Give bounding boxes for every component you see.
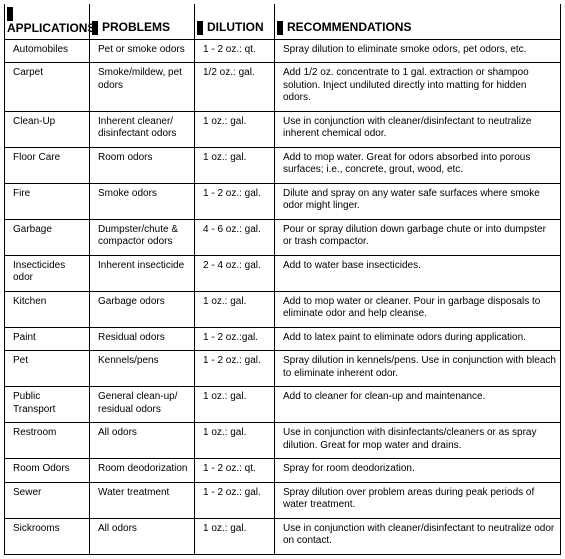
table-row: RestroomAll odors1 oz.: gal.Use in conju… xyxy=(5,423,561,459)
table-row: GarbageDumpster/chute & compactor odors4… xyxy=(5,219,561,255)
cell-rec: Use in conjunction with cleaner/disinfec… xyxy=(275,518,561,554)
cell-rec: Add to water base insecticides. xyxy=(275,255,561,291)
cell-prob: All odors xyxy=(90,518,195,554)
cell-prob: Pet or smoke odors xyxy=(90,39,195,63)
table-row: SewerWater treatment1 - 2 oz.: gal.Spray… xyxy=(5,482,561,518)
cell-dil: 1 - 2 oz.: qt. xyxy=(195,459,275,483)
cell-app: Sewer xyxy=(5,482,90,518)
cell-app: Room Odors xyxy=(5,459,90,483)
cell-prob: Smoke odors xyxy=(90,183,195,219)
cell-rec: Add to cleaner for clean-up and maintena… xyxy=(275,387,561,423)
cell-app: Floor Care xyxy=(5,147,90,183)
cell-dil: 1 - 2 oz.:gal. xyxy=(195,327,275,351)
cell-dil: 1/2 oz.: gal. xyxy=(195,63,275,112)
cell-app: Sickrooms xyxy=(5,518,90,554)
cell-app: Insecticides odor xyxy=(5,255,90,291)
cell-prob: Room deodorization xyxy=(90,459,195,483)
cell-rec: Pour or spray dilution down garbage chut… xyxy=(275,219,561,255)
cell-rec: Add to mop water or cleaner. Pour in gar… xyxy=(275,291,561,327)
header-bar-icon xyxy=(7,7,13,21)
cell-prob: Room odors xyxy=(90,147,195,183)
table-row: Insecticides odorInherent insecticide2 -… xyxy=(5,255,561,291)
cell-dil: 1 - 2 oz.: gal. xyxy=(195,351,275,387)
cell-rec: Spray dilution over problem areas during… xyxy=(275,482,561,518)
cell-app: Clean-Up xyxy=(5,111,90,147)
cell-rec: Use in conjunction with cleaner/disinfec… xyxy=(275,111,561,147)
table-row: KitchenGarbage odors1 oz.: gal.Add to mo… xyxy=(5,291,561,327)
header-label: DILUTION xyxy=(207,20,264,34)
cell-prob: Inherent cleaner/ disinfectant odors xyxy=(90,111,195,147)
cell-dil: 1 oz.: gal. xyxy=(195,147,275,183)
table-row: PaintResidual odors1 - 2 oz.:gal.Add to … xyxy=(5,327,561,351)
cell-app: Pet xyxy=(5,351,90,387)
cell-prob: General clean-up/ residual odors xyxy=(90,387,195,423)
table-row: AutomobilesPet or smoke odors1 - 2 oz.: … xyxy=(5,39,561,63)
table-body: AutomobilesPet or smoke odors1 - 2 oz.: … xyxy=(5,39,561,554)
header-label: RECOMMENDATIONS xyxy=(287,20,411,34)
cell-app: Fire xyxy=(5,183,90,219)
cell-dil: 1 oz.: gal. xyxy=(195,518,275,554)
table-row: SickroomsAll odors1 oz.: gal.Use in conj… xyxy=(5,518,561,554)
cell-prob: Water treatment xyxy=(90,482,195,518)
cell-dil: 2 - 4 oz.: gal. xyxy=(195,255,275,291)
cell-rec: Spray dilution to eliminate smoke odors,… xyxy=(275,39,561,63)
header-dilution: DILUTION xyxy=(195,4,275,39)
cell-rec: Dilute and spray on any water safe surfa… xyxy=(275,183,561,219)
table-row: CarpetSmoke/mildew, pet odors1/2 oz.: ga… xyxy=(5,63,561,112)
cell-dil: 1 oz.: gal. xyxy=(195,111,275,147)
table-row: Public TransportGeneral clean-up/ residu… xyxy=(5,387,561,423)
cell-dil: 1 - 2 oz.: qt. xyxy=(195,39,275,63)
header-problems: PROBLEMS xyxy=(90,4,195,39)
cell-rec: Spray dilution in kennels/pens. Use in c… xyxy=(275,351,561,387)
cell-rec: Add to latex paint to eliminate odors du… xyxy=(275,327,561,351)
cell-prob: Inherent insecticide xyxy=(90,255,195,291)
cell-app: Carpet xyxy=(5,63,90,112)
cell-dil: 1 oz.: gal. xyxy=(195,387,275,423)
header-bar-icon xyxy=(277,21,283,35)
dilution-table: APPLICATIONS PROBLEMS DILUTION RECOMMEND… xyxy=(4,4,561,555)
cell-dil: 1 oz.: gal. xyxy=(195,291,275,327)
cell-rec: Use in conjunction with disinfectants/cl… xyxy=(275,423,561,459)
table-row: FireSmoke odors1 - 2 oz.: gal.Dilute and… xyxy=(5,183,561,219)
header-applications: APPLICATIONS xyxy=(5,4,90,39)
cell-app: Restroom xyxy=(5,423,90,459)
table-header: APPLICATIONS PROBLEMS DILUTION RECOMMEND… xyxy=(5,4,561,39)
cell-app: Kitchen xyxy=(5,291,90,327)
table-row: PetKennels/pens1 - 2 oz.: gal.Spray dilu… xyxy=(5,351,561,387)
cell-dil: 4 - 6 oz.: gal. xyxy=(195,219,275,255)
cell-app: Paint xyxy=(5,327,90,351)
table-row: Clean-UpInherent cleaner/ disinfectant o… xyxy=(5,111,561,147)
cell-prob: Residual odors xyxy=(90,327,195,351)
cell-rec: Spray for room deodorization. xyxy=(275,459,561,483)
cell-dil: 1 - 2 oz.: gal. xyxy=(195,482,275,518)
cell-prob: Kennels/pens xyxy=(90,351,195,387)
cell-prob: Garbage odors xyxy=(90,291,195,327)
cell-dil: 1 oz.: gal. xyxy=(195,423,275,459)
table-row: Room OdorsRoom deodorization1 - 2 oz.: q… xyxy=(5,459,561,483)
cell-prob: All odors xyxy=(90,423,195,459)
header-bar-icon xyxy=(92,21,98,35)
cell-rec: Add to mop water. Great for odors absorb… xyxy=(275,147,561,183)
cell-app: Automobiles xyxy=(5,39,90,63)
cell-app: Public Transport xyxy=(5,387,90,423)
cell-dil: 1 - 2 oz.: gal. xyxy=(195,183,275,219)
header-recommendations: RECOMMENDATIONS xyxy=(275,4,561,39)
header-label: PROBLEMS xyxy=(102,20,170,34)
header-bar-icon xyxy=(197,21,203,35)
header-label: APPLICATIONS xyxy=(7,21,95,35)
cell-prob: Smoke/mildew, pet odors xyxy=(90,63,195,112)
table-row: Floor CareRoom odors1 oz.: gal.Add to mo… xyxy=(5,147,561,183)
cell-app: Garbage xyxy=(5,219,90,255)
cell-rec: Add 1/2 oz. concentrate to 1 gal. extrac… xyxy=(275,63,561,112)
cell-prob: Dumpster/chute & compactor odors xyxy=(90,219,195,255)
